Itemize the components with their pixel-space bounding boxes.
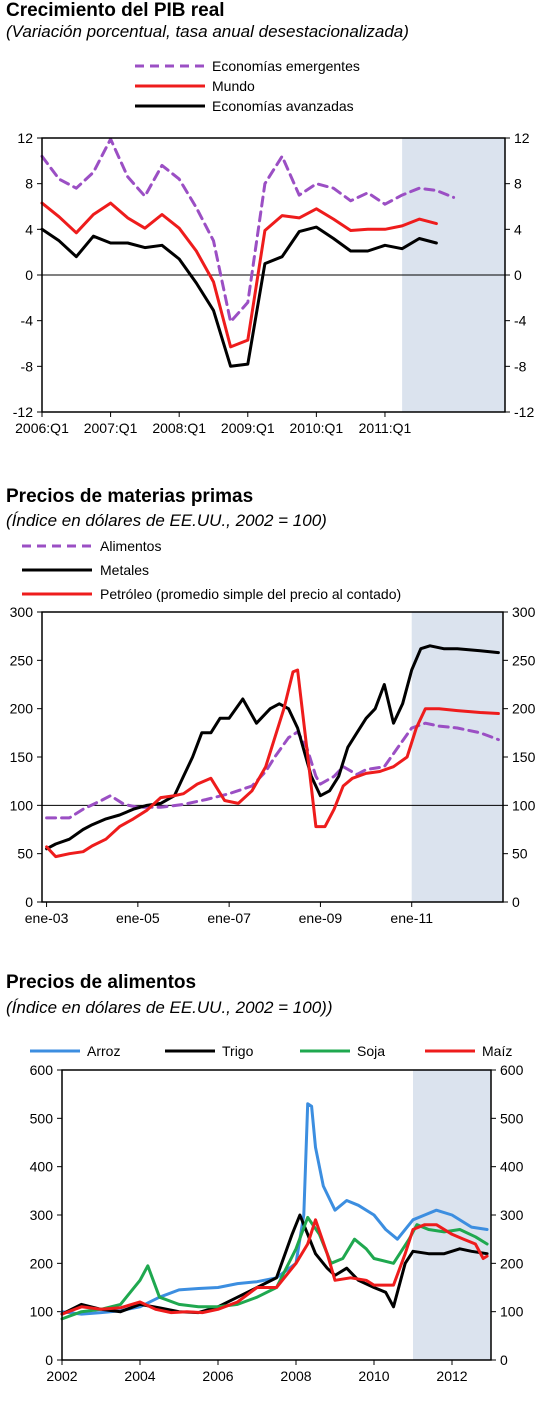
forecast-region xyxy=(411,612,503,902)
x-tick-label: 2009:Q1 xyxy=(221,420,275,436)
y-tick-label-right: 100 xyxy=(500,1304,524,1320)
legend-label: Economías emergentes xyxy=(212,58,360,74)
x-tick-label: ene-11 xyxy=(390,910,433,926)
x-tick-label: ene-05 xyxy=(116,910,160,926)
legend-label: Petróleo (promedio simple del precio al … xyxy=(100,586,401,602)
y-tick-label-right: 200 xyxy=(500,1255,524,1271)
series-line-mundo xyxy=(40,201,438,349)
chart-subtitle: (Índice en dólares de EE.UU., 2002 = 100… xyxy=(6,511,327,530)
y-tick-label: 300 xyxy=(10,604,34,620)
y-tick-label-right: 8 xyxy=(514,176,522,192)
y-tick-label-right: 150 xyxy=(512,749,536,765)
y-tick-label: 0 xyxy=(25,894,33,910)
y-tick-label: 100 xyxy=(10,797,34,813)
y-tick-label: 300 xyxy=(30,1207,54,1223)
y-tick-label: -8 xyxy=(21,358,34,374)
y-tick-label-right: -12 xyxy=(514,404,534,420)
y-tick-label: 0 xyxy=(45,1352,53,1368)
y-tick-label-right: 200 xyxy=(512,701,536,717)
chart-panel-gdp: Crecimiento del PIB real (Variación porc… xyxy=(0,0,550,470)
legend-label: Soja xyxy=(357,1043,385,1059)
y-tick-label: 400 xyxy=(30,1159,54,1175)
x-tick-label: ene-09 xyxy=(299,910,343,926)
chart-gdp-svg: -12 -12 -8 -8 -4 -4 0 0 4 4 8 8 12 12 2006:Q1 2007:Q1 20… xyxy=(13,58,535,436)
legend-label: Metales xyxy=(100,562,149,578)
legend-label: Maíz xyxy=(482,1043,512,1059)
chart-title: Crecimiento del PIB real xyxy=(6,0,225,21)
legend-label: Alimentos xyxy=(100,538,161,554)
y-tick-label: 500 xyxy=(30,1110,54,1126)
chart-title: Precios de alimentos xyxy=(6,972,197,993)
y-tick-label: 12 xyxy=(17,130,33,146)
x-tick-label: 2007:Q1 xyxy=(84,420,138,436)
y-tick-label: 0 xyxy=(25,267,33,283)
y-tick-label: 4 xyxy=(25,221,33,237)
chart-panel-food: Precios de alimentos (Índice en dólares … xyxy=(0,972,550,1420)
y-tick-label-right: 250 xyxy=(512,652,536,668)
x-tick-label: 2006:Q1 xyxy=(15,420,69,436)
y-tick-label: 600 xyxy=(30,1062,54,1078)
y-tick-label-right: 300 xyxy=(500,1207,524,1223)
y-tick-label-right: 0 xyxy=(514,267,522,283)
x-tick-label: 2011:Q1 xyxy=(359,420,412,436)
x-tick-label: ene-03 xyxy=(25,910,69,926)
y-tick-label-right: 4 xyxy=(514,221,522,237)
chart-commodities-svg: 0 0 50 50 100 100 150 150 200 200 250 250 300 300 ene-… xyxy=(10,538,536,926)
series-line-arroz xyxy=(60,1102,489,1316)
legend-label: Trigo xyxy=(222,1043,254,1059)
series-line-economias-avanzadas xyxy=(40,225,438,368)
plot-area-border xyxy=(61,1069,492,1361)
x-tick-label: ene-07 xyxy=(207,910,251,926)
chart-food-svg: 0 0 100 100 200 200 300 300 400 400 500 500 600 600 20… xyxy=(30,1043,524,1384)
y-tick-label: -4 xyxy=(21,313,34,329)
y-tick-label-right: -8 xyxy=(514,358,527,374)
x-tick-label: 2002 xyxy=(46,1368,77,1384)
y-tick-label: 100 xyxy=(30,1304,54,1320)
x-tick-label: 2008:Q1 xyxy=(152,420,206,436)
y-tick-label-right: 600 xyxy=(500,1062,524,1078)
legend-label: Mundo xyxy=(212,78,255,94)
series-line-economias-emergentes xyxy=(40,137,456,324)
legend-label: Arroz xyxy=(87,1043,120,1059)
y-tick-label-right: 50 xyxy=(512,846,528,862)
y-tick-label-right: -4 xyxy=(514,313,527,329)
y-tick-label: 250 xyxy=(10,652,34,668)
y-tick-label-right: 0 xyxy=(500,1352,508,1368)
series-line-trigo xyxy=(60,1213,489,1316)
x-tick-label: 2010:Q1 xyxy=(290,420,344,436)
y-tick-label-right: 500 xyxy=(500,1110,524,1126)
series-line-maiz xyxy=(60,1218,489,1316)
chart-subtitle: (Índice en dólares de EE.UU., 2002 = 100… xyxy=(6,998,333,1017)
x-tick-label: 2004 xyxy=(124,1368,155,1384)
y-tick-label: 200 xyxy=(10,701,34,717)
x-tick-label: 2008 xyxy=(280,1368,311,1384)
x-tick-label: 2012 xyxy=(436,1368,467,1384)
y-tick-label-right: 300 xyxy=(512,604,536,620)
chart-subtitle: (Variación porcentual, tasa anual desest… xyxy=(6,22,409,41)
chart-title: Precios de materias primas xyxy=(6,486,254,507)
y-tick-label-right: 400 xyxy=(500,1159,524,1175)
x-tick-label: 2010 xyxy=(358,1368,389,1384)
y-tick-label: -12 xyxy=(13,404,33,420)
series-line-metales xyxy=(45,644,500,851)
chart-panel-commodities: Precios de materias primas (Índice en dó… xyxy=(0,486,550,946)
y-tick-label-right: 100 xyxy=(512,797,536,813)
y-tick-label: 8 xyxy=(25,176,33,192)
x-tick-label: 2006 xyxy=(202,1368,233,1384)
y-tick-label-right: 0 xyxy=(512,894,520,910)
y-tick-label: 200 xyxy=(30,1255,54,1271)
y-tick-label-right: 12 xyxy=(514,130,530,146)
y-tick-label: 150 xyxy=(10,749,34,765)
plot-area-border xyxy=(41,611,504,903)
y-tick-label: 50 xyxy=(17,846,33,862)
legend-label: Economías avanzadas xyxy=(212,98,354,114)
plot-area-border xyxy=(41,137,506,413)
series-line-petroleo-promedio-simple-del-precio-al-contado xyxy=(45,668,500,859)
